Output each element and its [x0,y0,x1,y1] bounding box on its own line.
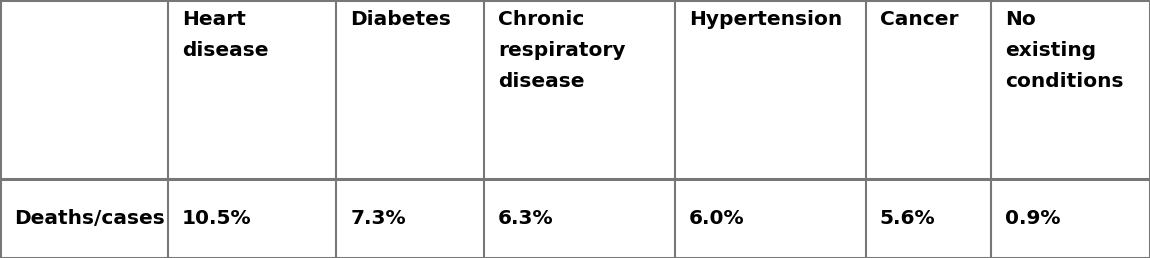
Text: Cancer: Cancer [880,10,958,29]
Text: 6.0%: 6.0% [689,209,744,228]
Text: Chronic
respiratory
disease: Chronic respiratory disease [498,10,626,91]
Text: Deaths/cases: Deaths/cases [14,209,164,228]
Text: 10.5%: 10.5% [182,209,252,228]
Text: 6.3%: 6.3% [498,209,553,228]
Text: Hypertension: Hypertension [689,10,842,29]
Text: Heart
disease: Heart disease [182,10,268,60]
Text: No
existing
conditions: No existing conditions [1005,10,1124,91]
Text: 5.6%: 5.6% [880,209,935,228]
Text: 0.9%: 0.9% [1005,209,1060,228]
Text: Diabetes: Diabetes [350,10,451,29]
Text: 7.3%: 7.3% [350,209,406,228]
